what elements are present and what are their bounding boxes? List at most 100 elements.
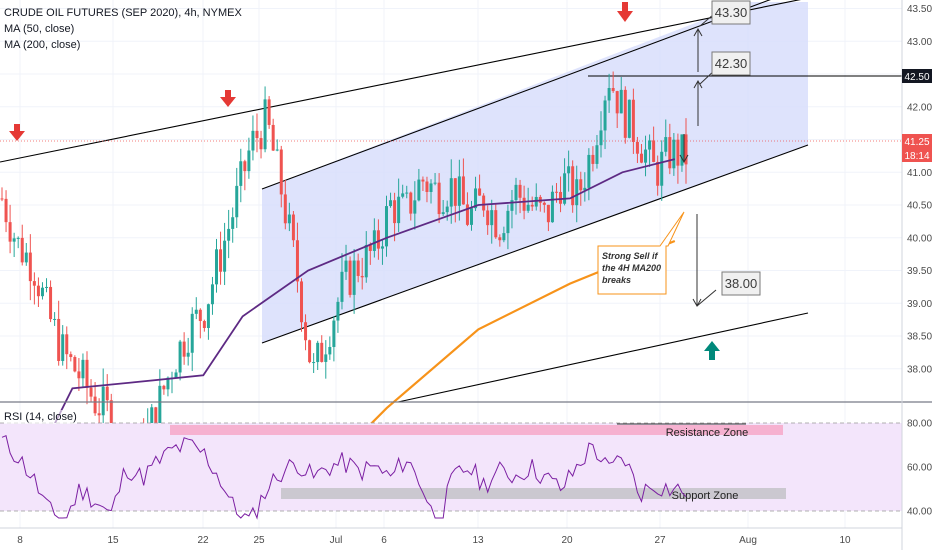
candle-body (57, 318, 61, 361)
candle-body (356, 260, 360, 276)
candle-body (77, 371, 81, 379)
time-tick-label: Aug (739, 535, 757, 546)
candle-body (344, 260, 348, 272)
candle-body (635, 141, 639, 154)
candle-body (28, 252, 32, 282)
price-tick-label: 42.00 (907, 102, 932, 113)
rsi-tick-label: 40.00 (907, 507, 932, 518)
candle-body (457, 176, 461, 206)
candle-body (32, 281, 36, 286)
candle-body (300, 281, 304, 323)
candle-body (255, 130, 259, 139)
candle-body (328, 346, 332, 355)
candle-body (478, 188, 482, 196)
time-tick-label: 22 (197, 535, 209, 546)
candle-body (154, 407, 158, 432)
time-tick-label: 25 (253, 535, 265, 546)
candle-body (235, 185, 239, 218)
price-tick-label: 39.50 (907, 266, 932, 277)
candle-body (380, 246, 384, 249)
badge-42-50: 42.50 (902, 69, 932, 83)
candle-body (16, 237, 20, 239)
candle-body (247, 150, 251, 172)
candle-body (461, 176, 465, 205)
price-tick-label: 43.00 (907, 37, 932, 48)
svg-text:42.50: 42.50 (904, 72, 929, 83)
candle-body (567, 166, 571, 174)
candle-body (607, 88, 611, 101)
candle-body (308, 340, 312, 363)
candle-body (73, 357, 77, 372)
candle-body (664, 137, 668, 152)
rsi-line (1, 435, 687, 520)
candle-body (676, 139, 680, 166)
candle-body (494, 210, 498, 238)
candle-body (405, 192, 409, 194)
price-tick-label: 39.00 (907, 299, 932, 310)
candle-body (530, 204, 534, 207)
candle-body (433, 182, 437, 184)
candle-body (348, 260, 352, 295)
svg-text:43.30: 43.30 (715, 5, 748, 20)
candle-body (526, 204, 530, 211)
candle-body (8, 222, 12, 242)
down-arrow-icon (9, 124, 25, 141)
time-axis[interactable]: 8 15 22 25 Jul 6 13 20 27 Aug 10 (17, 535, 851, 546)
candle-body (469, 208, 473, 225)
candle-body (490, 210, 494, 226)
price-axis[interactable]: 43.5043.0042.5042.0041.5041.0040.5040.00… (907, 4, 932, 375)
rsi-legend[interactable]: RSI (14, close) (4, 410, 77, 424)
strong-sell-callout: Strong Sell if the 4H MA200 breaks (597, 211, 685, 295)
candle-body (89, 387, 93, 397)
candle-body (368, 244, 372, 251)
candle-body (178, 341, 182, 373)
candle-body (65, 334, 69, 355)
candle-body (413, 200, 417, 214)
candle-body (660, 151, 664, 186)
candle-body (389, 200, 393, 207)
time-tick-label: 20 (561, 535, 573, 546)
svg-text:42.30: 42.30 (715, 56, 748, 71)
candle-body (372, 230, 376, 251)
candle-body (672, 139, 676, 169)
candle-body (219, 249, 223, 272)
svg-text:18:14: 18:14 (904, 151, 929, 162)
ma50-legend[interactable]: MA (50, close) (4, 23, 75, 35)
candle-body (320, 342, 324, 362)
candle-body (186, 352, 190, 357)
candle-body (644, 149, 648, 163)
candle-body (332, 320, 336, 347)
resistance-zone (170, 425, 783, 435)
candle-body (486, 210, 490, 226)
candle-body (0, 198, 4, 200)
candle-body (474, 188, 478, 209)
candle-body (550, 191, 554, 223)
candle-body (275, 149, 279, 151)
candle-body (429, 183, 433, 192)
candle-body (563, 173, 567, 204)
candle-body (105, 386, 109, 401)
candle-body (591, 154, 595, 164)
candle-body (158, 385, 162, 432)
sell-signal-arrows (9, 2, 633, 141)
candle-body (587, 154, 591, 188)
long-support-trendline (397, 312, 809, 403)
candle-body (279, 149, 283, 195)
rsi-axis[interactable]: 80.00 60.00 40.00 (907, 419, 932, 518)
candle-body (518, 184, 522, 198)
candle-body (579, 179, 583, 191)
candle-body (251, 130, 255, 151)
candle-body (498, 237, 502, 241)
time-tick-label: 6 (381, 535, 387, 546)
candle-body (227, 228, 231, 241)
candle-body (263, 99, 267, 150)
time-tick-label: 13 (472, 535, 484, 546)
candle-body (421, 179, 425, 182)
ma200-legend[interactable]: MA (200, close) (4, 39, 81, 51)
candle-body (109, 400, 113, 438)
candle-body (324, 354, 328, 362)
candle-body (101, 386, 105, 416)
time-tick-label: 10 (839, 535, 851, 546)
candle-body (304, 322, 308, 341)
